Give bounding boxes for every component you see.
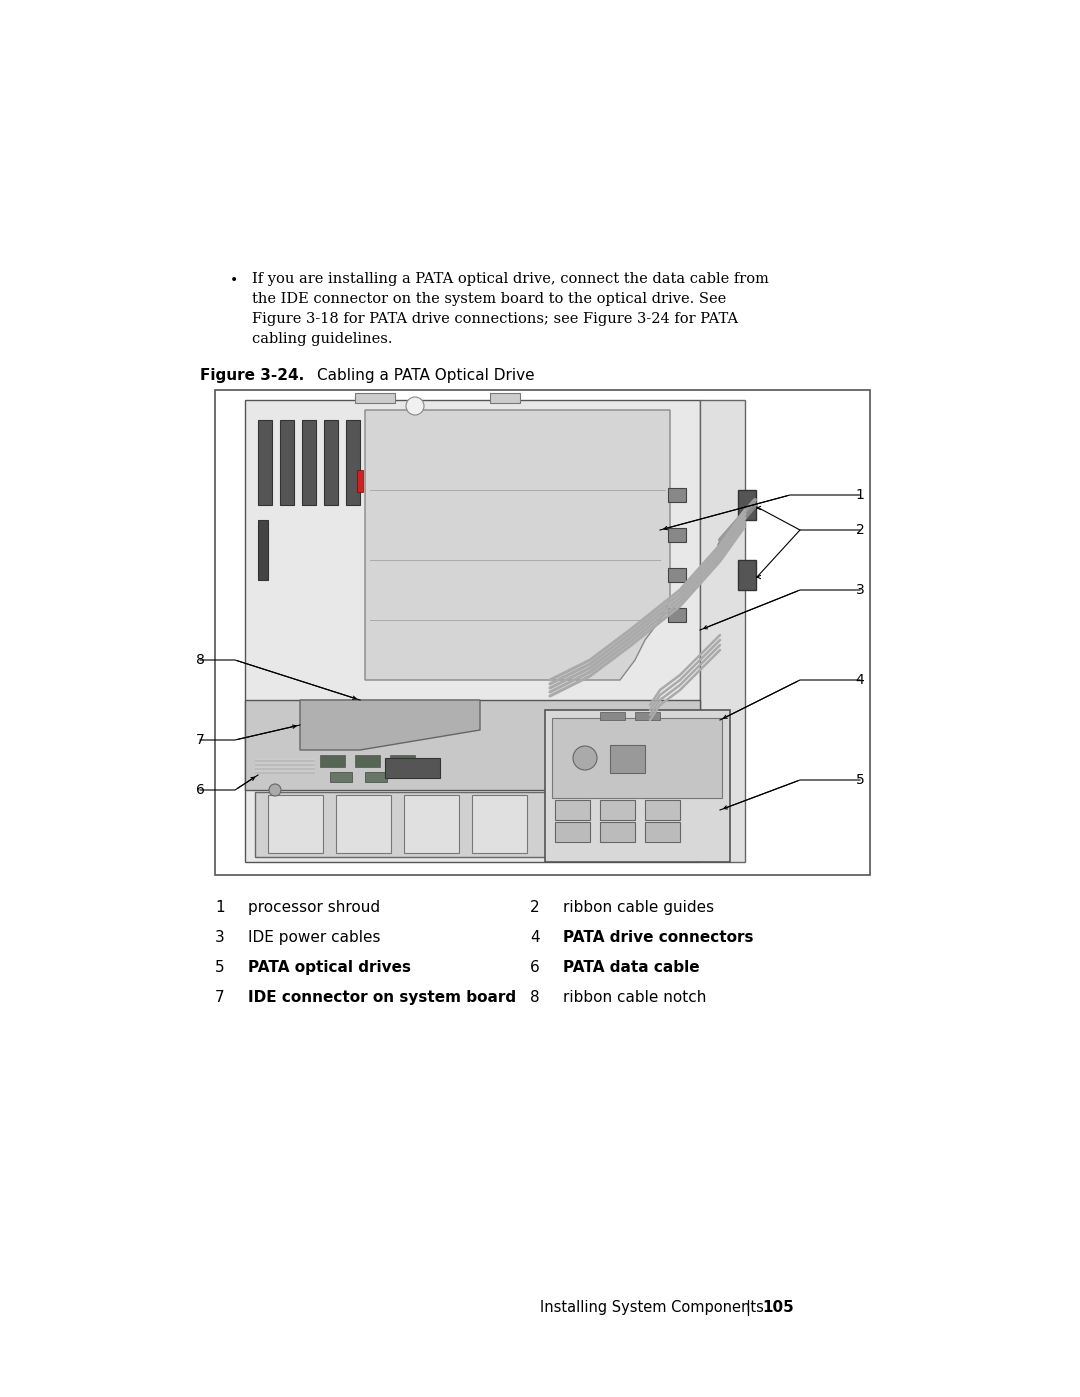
Bar bbox=[255, 792, 625, 856]
Text: |: | bbox=[745, 1301, 751, 1316]
Bar bbox=[552, 718, 723, 798]
Text: 8: 8 bbox=[530, 990, 540, 1004]
Bar bbox=[645, 821, 680, 842]
Text: IDE connector on system board: IDE connector on system board bbox=[248, 990, 516, 1004]
Text: 7: 7 bbox=[215, 990, 225, 1004]
Bar bbox=[258, 420, 272, 504]
Circle shape bbox=[406, 397, 424, 415]
Text: IDE power cables: IDE power cables bbox=[248, 930, 380, 944]
Text: 2: 2 bbox=[530, 900, 540, 915]
Bar bbox=[669, 608, 686, 622]
Text: 3: 3 bbox=[215, 930, 225, 944]
Bar bbox=[268, 795, 323, 854]
Circle shape bbox=[269, 784, 281, 796]
Bar bbox=[357, 469, 363, 492]
Text: PATA optical drives: PATA optical drives bbox=[248, 960, 411, 975]
Bar bbox=[600, 712, 625, 719]
Bar bbox=[355, 754, 380, 767]
Text: processor shroud: processor shroud bbox=[248, 900, 380, 915]
Bar bbox=[330, 773, 352, 782]
Bar bbox=[324, 420, 338, 504]
Bar bbox=[365, 773, 387, 782]
Bar bbox=[255, 764, 315, 766]
Bar bbox=[700, 400, 745, 862]
Bar bbox=[738, 490, 756, 520]
Bar bbox=[555, 800, 590, 820]
Text: 4: 4 bbox=[530, 930, 540, 944]
Text: If you are installing a PATA optical drive, connect the data cable from: If you are installing a PATA optical dri… bbox=[252, 272, 769, 286]
Bar bbox=[669, 569, 686, 583]
Text: 1: 1 bbox=[215, 900, 225, 915]
Bar bbox=[384, 759, 440, 778]
Bar bbox=[280, 420, 294, 504]
Bar bbox=[255, 766, 315, 768]
Bar bbox=[346, 420, 360, 504]
Bar bbox=[255, 768, 315, 770]
Bar bbox=[215, 390, 870, 875]
Text: 5: 5 bbox=[215, 960, 225, 975]
Text: 105: 105 bbox=[762, 1301, 794, 1315]
Text: •: • bbox=[230, 274, 239, 288]
Bar bbox=[302, 420, 316, 504]
Text: Installing System Components: Installing System Components bbox=[540, 1301, 764, 1315]
Bar bbox=[336, 795, 391, 854]
Bar bbox=[404, 795, 459, 854]
Text: Figure 3-24.: Figure 3-24. bbox=[200, 367, 305, 383]
Bar bbox=[255, 770, 315, 773]
Text: 2: 2 bbox=[855, 522, 864, 536]
Polygon shape bbox=[300, 700, 480, 750]
Bar bbox=[555, 821, 590, 842]
Bar bbox=[645, 800, 680, 820]
Text: 6: 6 bbox=[195, 782, 204, 798]
Bar bbox=[545, 710, 730, 862]
Text: cabling guidelines.: cabling guidelines. bbox=[252, 332, 392, 346]
Text: PATA data cable: PATA data cable bbox=[563, 960, 700, 975]
Bar bbox=[610, 745, 645, 773]
Text: PATA drive connectors: PATA drive connectors bbox=[563, 930, 754, 944]
Text: ribbon cable guides: ribbon cable guides bbox=[563, 900, 714, 915]
Bar bbox=[255, 759, 315, 760]
Bar bbox=[320, 754, 345, 767]
Polygon shape bbox=[365, 409, 670, 680]
Bar bbox=[355, 393, 395, 402]
Circle shape bbox=[573, 746, 597, 770]
Text: 6: 6 bbox=[530, 960, 540, 975]
Bar bbox=[258, 520, 268, 580]
Bar bbox=[490, 393, 519, 402]
Bar bbox=[255, 760, 315, 761]
Bar bbox=[390, 754, 415, 767]
Bar bbox=[600, 800, 635, 820]
Bar bbox=[600, 821, 635, 842]
Text: 4: 4 bbox=[855, 673, 864, 687]
Bar bbox=[635, 712, 660, 719]
Bar bbox=[738, 560, 756, 590]
Bar bbox=[255, 773, 315, 774]
Bar bbox=[669, 488, 686, 502]
Bar bbox=[255, 761, 315, 764]
Text: Figure 3-18 for PATA drive connections; see Figure 3-24 for PATA: Figure 3-18 for PATA drive connections; … bbox=[252, 312, 738, 326]
Text: 1: 1 bbox=[855, 488, 864, 502]
Text: 3: 3 bbox=[855, 583, 864, 597]
Text: ribbon cable notch: ribbon cable notch bbox=[563, 990, 706, 1004]
Text: 5: 5 bbox=[855, 773, 864, 787]
Text: Cabling a PATA Optical Drive: Cabling a PATA Optical Drive bbox=[318, 367, 535, 383]
Bar bbox=[245, 400, 700, 862]
Bar bbox=[669, 528, 686, 542]
Bar bbox=[245, 700, 700, 789]
Text: 8: 8 bbox=[195, 652, 204, 666]
Bar bbox=[472, 795, 527, 854]
Text: the IDE connector on the system board to the optical drive. See: the IDE connector on the system board to… bbox=[252, 292, 726, 306]
Text: 7: 7 bbox=[195, 733, 204, 747]
